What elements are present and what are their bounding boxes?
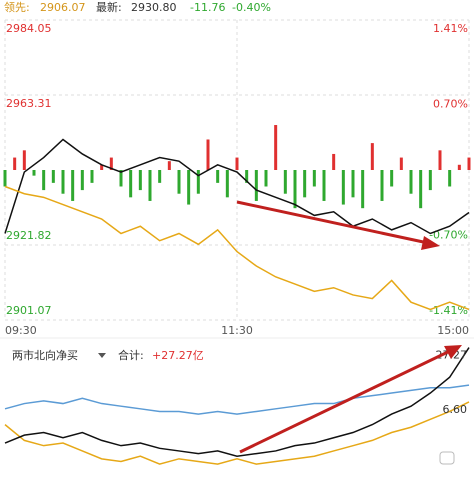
bar [80,170,84,191]
bar [361,170,365,209]
chart-title[interactable]: 两市北向净买 [12,348,78,362]
icon[interactable] [439,451,455,465]
last-value: 2930.80 [131,1,177,14]
bar [264,170,268,187]
y2-tick-label: 0.70% [433,98,468,111]
line [4,347,470,457]
bar [100,164,104,170]
line [4,401,470,465]
bar [22,150,26,170]
line [4,138,470,235]
y-tick-label: 2901.07 [6,304,52,317]
y-tick-label: 2963.31 [6,97,52,110]
bar [71,170,75,201]
bar [380,170,384,201]
last-label: 最新: [96,0,122,14]
x-tick-label: 09:30 [5,324,37,337]
bar [187,170,191,205]
bar [206,139,210,170]
bar [341,170,345,205]
bar [303,170,307,198]
bar [61,170,65,194]
bar [158,170,162,183]
bar [32,170,36,176]
bar [196,170,200,194]
bar [225,170,229,198]
bar [216,170,220,183]
dropdown-arrow[interactable] [98,353,106,358]
bar [332,153,336,170]
bar [390,170,394,187]
change: -11.76 [190,1,225,14]
bar [312,170,316,187]
bar [245,170,249,183]
bar [283,170,287,194]
change-pct: -0.40% [232,1,271,14]
y2-tick-label: 1.41% [433,22,468,35]
bar [293,170,297,209]
bar [119,170,123,187]
bar [428,170,432,191]
x-tick-label: 11:30 [221,324,253,337]
bar [351,170,355,198]
bar [448,170,452,187]
bar [109,157,113,170]
bar [467,157,471,170]
annotations [236,200,462,454]
line [4,185,470,311]
value-label: 6.60 [443,403,468,416]
bar [438,150,442,170]
bar [177,170,181,194]
bar [409,170,413,194]
bar [138,170,142,191]
y2-tick-label: -0.70% [429,228,468,241]
bar [90,170,94,183]
bar [274,125,278,170]
bar [129,170,133,198]
total-value: +27.27亿 [152,349,204,362]
bar [370,143,374,170]
arrow-head [444,345,462,359]
bar [399,157,403,170]
bar [419,170,423,209]
y-tick-label: 2921.82 [6,229,52,242]
bar [148,170,152,201]
plots: 2984.05 2963.31 2921.82 2901.07 1.41% 0.70% -0… [3,19,471,465]
bar [13,157,17,170]
line [4,384,470,415]
arrow [236,200,429,245]
bar [235,157,239,170]
total-label: 合计: [118,348,144,362]
bar [42,170,46,191]
bar [51,170,55,183]
y2-tick-label: -1.41% [429,304,468,317]
bar [254,170,258,201]
x-tick-label: 15:00 [437,324,469,337]
arrow [239,348,453,454]
lead-label: 领先: [4,1,30,14]
bar [167,161,171,170]
y-tick-label: 2984.05 [6,22,52,35]
lead-value: 2906.07 [40,1,86,14]
bar [457,164,461,170]
bar [322,170,326,201]
bar [3,170,7,187]
arrow-head [421,236,440,250]
